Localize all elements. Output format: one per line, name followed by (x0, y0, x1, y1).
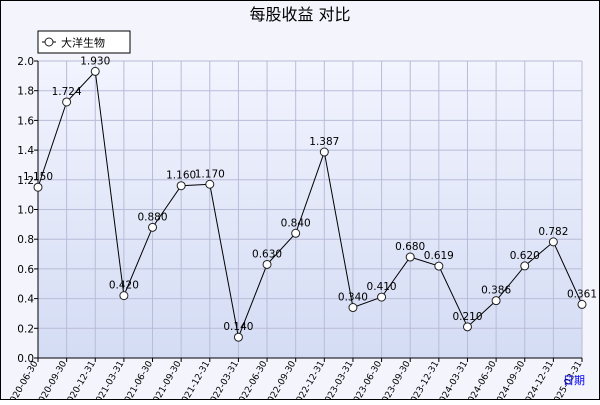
y-tick-labels: 0.0 0.2 0.4 0.6 0.8 1.0 1.2 1.4 1.6 1.8 2.0 (17, 56, 34, 365)
data-point (377, 292, 387, 302)
data-label: 0.619 (424, 250, 454, 262)
data-label: 0.880 (137, 211, 167, 223)
data-label: 1.387 (309, 136, 339, 148)
series-line (37, 70, 583, 340)
grid-lines (34, 60, 583, 362)
data-point (119, 291, 129, 301)
legend: 大洋生物 (37, 30, 131, 54)
data-label: 1.930 (80, 55, 110, 67)
data-label: 0.210 (452, 311, 482, 323)
data-label: 1.724 (52, 86, 82, 98)
data-point (148, 222, 158, 232)
data-label: 0.680 (395, 241, 425, 253)
data-point (291, 228, 301, 238)
data-point (548, 237, 558, 247)
data-label: 0.630 (252, 248, 282, 260)
y-tick-label: 1.4 (17, 145, 34, 157)
data-point (90, 66, 100, 76)
y-tick-label: 0.8 (17, 234, 34, 246)
legend-box (37, 30, 131, 54)
data-label: 0.140 (223, 321, 253, 333)
data-point (176, 181, 186, 191)
data-point (577, 299, 587, 309)
data-label: 0.386 (481, 285, 511, 297)
y-tick-label: 0.2 (17, 323, 34, 335)
data-label: 0.840 (281, 217, 311, 229)
axes (37, 61, 582, 359)
data-point (520, 261, 530, 271)
y-tick-label: 0.6 (17, 264, 34, 276)
x-axis-label: 日期 (563, 374, 585, 387)
data-point (233, 332, 243, 342)
data-point (491, 296, 501, 306)
y-tick-label: 2.0 (17, 56, 34, 68)
y-tick-label: 1.2 (17, 175, 34, 187)
data-label: 1.150 (23, 171, 53, 183)
data-point (348, 303, 358, 313)
data-point (205, 179, 215, 189)
chart-title: 每股收益 对比 (249, 5, 350, 24)
data-point (434, 261, 444, 271)
data-point (405, 252, 415, 262)
data-point (262, 259, 272, 269)
data-point (62, 97, 72, 107)
data-label: 0.620 (510, 250, 540, 262)
y-tick-label: 1.8 (17, 86, 34, 98)
y-tick-label: 0.0 (17, 353, 34, 365)
data-label: 0.361 (567, 288, 597, 300)
data-point (462, 322, 472, 332)
legend-series-name: 大洋生物 (61, 36, 105, 50)
data-label: 0.340 (338, 292, 368, 304)
legend-marker-icon (44, 37, 54, 47)
data-point (33, 182, 43, 192)
data-label: 0.420 (109, 280, 139, 292)
series-lines (37, 70, 583, 340)
data-label: 1.170 (195, 168, 225, 180)
y-tick-label: 1.6 (17, 115, 34, 127)
data-label: 0.782 (538, 226, 568, 238)
series-markers (33, 66, 587, 342)
y-tick-label: 1.0 (17, 205, 34, 217)
y-tick-label: 0.4 (17, 294, 34, 306)
data-label: 1.160 (166, 170, 196, 182)
data-label: 0.410 (367, 281, 397, 293)
data-point (319, 147, 329, 157)
